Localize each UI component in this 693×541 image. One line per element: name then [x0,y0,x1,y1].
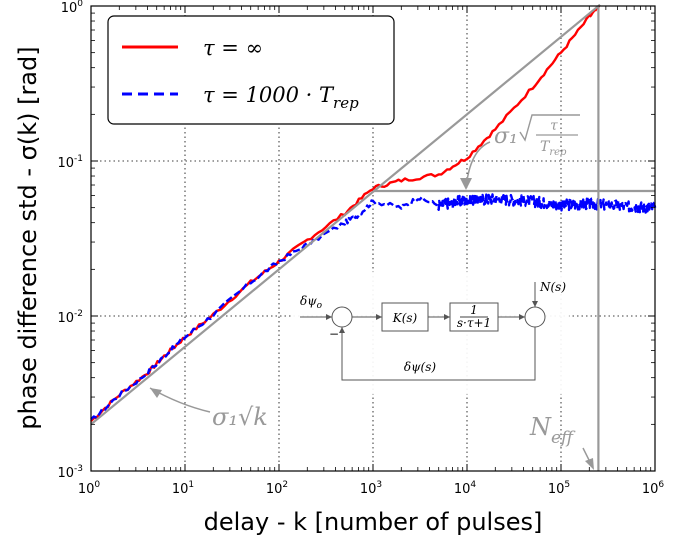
x-tick-label: 105 [548,480,570,497]
svg-text:σ₁√k: σ₁√k [212,403,268,431]
annotation-sqrt-tau: σ₁ τ Trep [460,114,580,190]
x-tick-label: 104 [454,480,477,497]
y-tick-label: 10-1 [57,154,83,171]
summing-junction-2 [524,306,546,328]
annotation-neff: Neff [529,413,594,470]
block-k [381,302,429,332]
annotation-sqrt-k: σ₁√k [149,387,268,431]
block-diagram-inset: δψo − K(s) 1 s·τ+1 N(s) δψ(s) [293,272,569,394]
x-tick-label: 106 [642,480,665,497]
legend-box [107,15,395,125]
block-tf-num: 1 [470,303,478,317]
x-tick-label: 100 [78,480,101,497]
x-tick-label: 101 [172,480,194,497]
diagram-minus-sign: − [329,327,339,341]
x-axis-label: delay - k [number of pulses] [204,508,543,536]
legend-label-tau-infinity: τ = ∞ [203,36,263,60]
y-tick-label: 100 [61,0,84,16]
svg-text:σ₁: σ₁ [494,124,518,149]
y-tick-label: 10-3 [57,464,83,481]
diagram-feedback-label: δψ(s) [404,360,436,374]
block-k-label: K(s) [392,311,418,325]
x-tick-label: 103 [360,480,382,497]
reference-lines [90,3,655,471]
diagram-disturbance-label: N(s) [539,280,566,294]
x-tick-label: 102 [266,480,288,497]
y-tick-label: 10-2 [57,309,83,326]
svg-text:Trep: Trep [540,139,567,158]
legend-label-tau-1000: τ = 1000 · Trep [203,83,359,112]
reference-line [90,3,601,426]
axis-ticks: 100 101 102 103 104 105 106 10-3 10-2 10-1 100 [57,0,664,497]
svg-text:Neff: Neff [529,413,576,448]
svg-text:τ: τ [550,118,558,134]
summing-junction-1 [331,306,353,328]
y-axis-label: phase difference std - σ(k) [rad] [14,46,42,429]
legend: τ = ∞ τ = 1000 · Trep [107,15,395,125]
series-tau-1000 [90,193,657,421]
block-tf-den: s·τ+1 [457,316,491,330]
diagram-input-label: δψo [300,294,323,311]
